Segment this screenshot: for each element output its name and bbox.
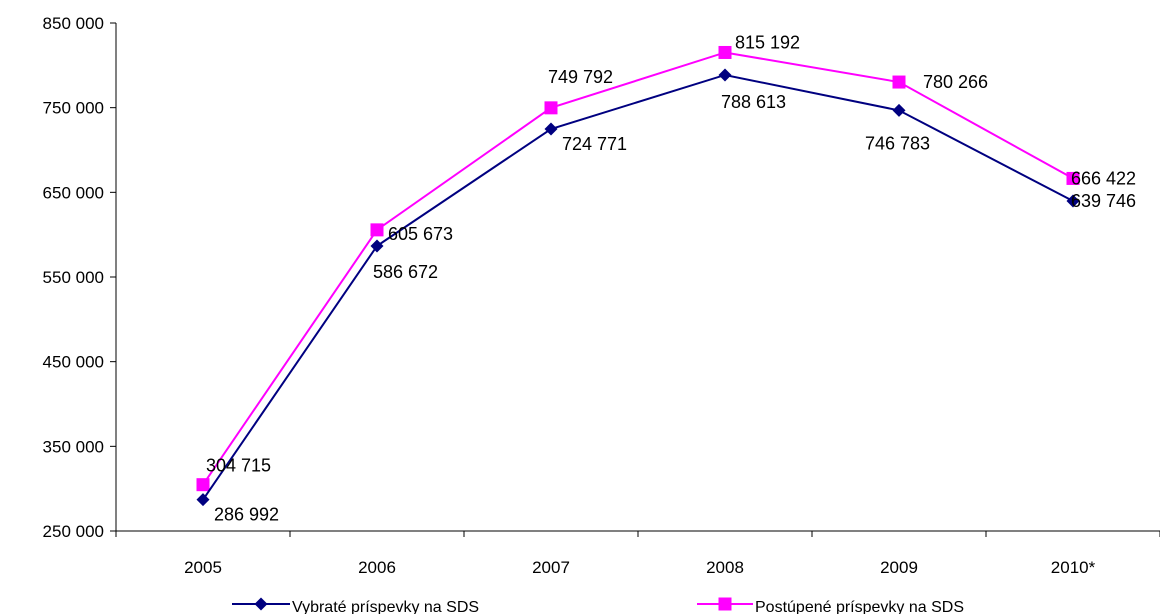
data-point-diamond [718,68,732,82]
y-axis-ticks: 250 000 350 000 450 000 550 000 650 000 750 0… [43,14,116,541]
x-tick-label: 2007 [532,558,570,577]
series-line-postupene [202,51,1074,486]
y-tick-label: 450 000 [43,353,104,372]
data-label: 666 422 [1071,168,1136,188]
data-point-square [1066,171,1080,185]
data-point-square [544,101,558,115]
y-tick-label: 850 000 [43,14,104,33]
legend-label: Postúpené príspevky na SDS [755,599,964,614]
data-label: 746 783 [865,133,930,153]
legend-marker-diamond [254,597,268,611]
x-tick-label: 2010* [1051,558,1096,577]
y-tick-label: 250 000 [43,522,104,541]
data-label: 586 672 [373,262,438,282]
data-point-square [370,223,384,237]
data-labels: 286 992 586 672 724 771 788 613 746 783 639 7… [206,32,1136,524]
x-tick-label: 2005 [184,558,222,577]
series-line-vybrate [202,73,1074,501]
legend: Vybraté príspevky na SDS Postúpené príspe… [232,597,964,614]
x-axis-ticks: 2005 2006 2007 2008 2009 2010* [115,531,1160,577]
y-tick-label: 750 000 [43,99,104,118]
data-label: 780 266 [923,72,988,92]
data-label: 605 673 [388,224,453,244]
x-tick-label: 2006 [358,558,396,577]
data-point-diamond [196,493,210,507]
data-label: 724 771 [562,134,627,154]
y-tick-label: 650 000 [43,183,104,202]
data-label: 749 792 [548,67,613,87]
axes [115,23,1160,532]
data-label: 304 715 [206,456,271,476]
data-point-square [718,45,732,59]
data-label: 815 192 [735,32,800,52]
x-tick-label: 2009 [880,558,918,577]
x-tick-label: 2008 [706,558,744,577]
y-tick-label: 350 000 [43,437,104,456]
data-label: 788 613 [721,92,786,112]
data-point-diamond [370,239,384,253]
y-tick-label: 550 000 [43,268,104,287]
data-label: 639 746 [1071,191,1136,211]
data-point-diamond [1066,194,1080,208]
series-layer [196,45,1080,507]
data-point-diamond [892,103,906,117]
legend-marker-square [718,597,732,611]
data-point-square [892,75,906,89]
legend-label: Vybraté príspevky na SDS [292,599,479,614]
data-point-diamond [544,122,558,136]
data-label: 286 992 [214,505,279,525]
data-point-square [196,478,210,492]
